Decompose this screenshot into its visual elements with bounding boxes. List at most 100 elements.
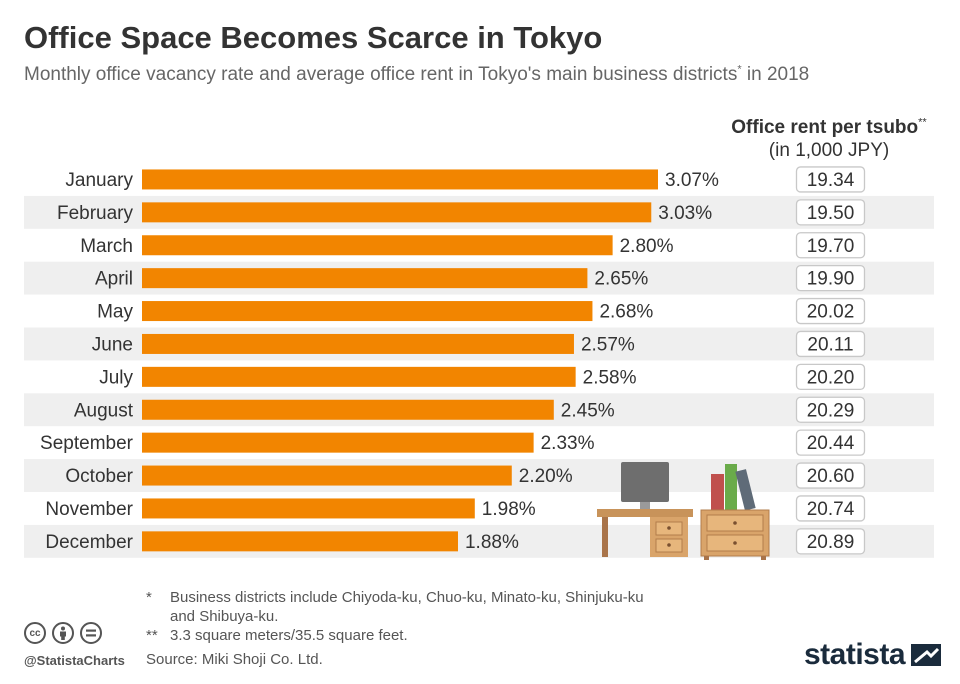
category-label: December <box>45 532 133 553</box>
rent-column-header: Office rent per tsubo** (in 1,000 JPY) <box>700 116 958 162</box>
rent-value-label: 19.50 <box>807 203 855 224</box>
category-label: September <box>40 433 134 454</box>
vacancy-value-label: 2.68% <box>599 302 653 323</box>
rent-value-box <box>795 396 866 423</box>
vacancy-value-label: 1.88% <box>465 532 519 553</box>
rent-value-label: 20.89 <box>807 532 855 553</box>
subtitle-year: in 2018 <box>741 64 810 85</box>
category-label: April <box>95 269 133 290</box>
book-icon <box>735 469 756 511</box>
rent-value-box <box>795 297 866 325</box>
rent-value-box <box>795 495 866 522</box>
monitor-icon <box>621 462 669 502</box>
vacancy-bar <box>142 202 652 223</box>
vacancy-bar <box>142 268 588 289</box>
by-icon <box>52 622 74 644</box>
vacancy-bar <box>142 301 593 322</box>
book-icon <box>711 474 724 510</box>
subtitle-text: Monthly office vacancy rate and average … <box>24 64 738 85</box>
drawer-knob <box>667 543 671 547</box>
rent-value-box <box>795 330 866 358</box>
vacancy-bar <box>142 333 574 354</box>
category-label: February <box>57 203 134 224</box>
category-label: June <box>92 334 133 355</box>
footnote-mark: ** <box>146 627 158 644</box>
rent-header-footnote-mark: ** <box>918 116 927 129</box>
chart-title: Office Space Becomes Scarce in Tokyo <box>24 20 603 55</box>
rent-value-box <box>795 166 866 193</box>
vacancy-value-label: 2.57% <box>581 334 635 355</box>
vacancy-bar <box>142 399 554 420</box>
vacancy-bar <box>142 432 534 453</box>
monitor-stand <box>640 502 650 510</box>
logo-wordmark: statista <box>804 638 906 671</box>
chart-subtitle: Monthly office vacancy rate and average … <box>24 64 809 86</box>
rent-value-label: 20.29 <box>807 400 855 421</box>
vacancy-bar <box>142 169 658 190</box>
vacancy-value-label: 2.45% <box>561 400 615 421</box>
rent-value-label: 20.60 <box>807 466 855 487</box>
rent-value-label: 19.90 <box>807 269 855 290</box>
rent-value-label: 20.02 <box>807 302 855 323</box>
rent-value-label: 20.20 <box>807 367 855 388</box>
drawer-knob <box>667 526 671 530</box>
vacancy-value-label: 2.65% <box>594 269 648 290</box>
cabinet-foot <box>704 556 709 560</box>
footnote: * Business districts include Chiyoda-ku,… <box>146 588 666 626</box>
category-label: October <box>65 466 133 487</box>
drawer-knob <box>733 541 737 545</box>
footnote-mark: * <box>146 589 152 606</box>
vacancy-value-label: 2.58% <box>583 367 637 388</box>
rent-value-label: 20.44 <box>807 433 855 454</box>
rent-value-label: 19.34 <box>807 170 855 191</box>
vacancy-bar <box>142 465 512 486</box>
rent-value-label: 19.70 <box>807 236 855 257</box>
rent-value-box <box>795 264 866 292</box>
footnote-text: 3.3 square meters/35.5 square feet. <box>170 627 408 644</box>
rent-value-label: 20.11 <box>807 334 853 355</box>
vacancy-bar <box>142 531 458 552</box>
rent-value-box <box>795 429 866 456</box>
footnotes: * Business districts include Chiyoda-ku,… <box>146 588 666 645</box>
statista-handle[interactable]: @StatistaCharts <box>24 653 125 668</box>
vacancy-value-label: 2.33% <box>541 433 595 454</box>
vacancy-value-label: 3.07% <box>665 170 719 191</box>
rent-header-title: Office rent per tsubo <box>731 117 919 138</box>
drawer-knob <box>733 521 737 525</box>
category-label: March <box>80 236 133 257</box>
vacancy-value-label: 2.20% <box>519 466 573 487</box>
desk-top <box>597 509 693 517</box>
vacancy-value-label: 1.98% <box>482 499 536 520</box>
statista-logo[interactable]: statista <box>804 638 942 672</box>
vacancy-bar <box>142 498 475 519</box>
source-text: Source: Miki Shoji Co. Ltd. <box>146 651 323 668</box>
category-label: August <box>74 400 134 421</box>
rent-value-box <box>795 363 866 391</box>
cabinet-foot <box>761 556 766 560</box>
vacancy-value-label: 3.03% <box>658 203 712 224</box>
category-label: July <box>99 367 133 388</box>
category-label: January <box>65 170 133 191</box>
category-label: May <box>97 302 133 323</box>
desk-leg <box>602 517 608 557</box>
rent-value-box <box>795 199 866 226</box>
category-label: November <box>45 499 133 520</box>
rent-value-label: 20.74 <box>807 499 855 520</box>
footnote-text: Business districts include Chiyoda-ku, C… <box>170 589 644 625</box>
rent-value-box <box>795 462 866 489</box>
rent-value-box <box>795 528 866 555</box>
rent-header-unit: (in 1,000 JPY) <box>768 140 890 161</box>
footnote: ** 3.3 square meters/35.5 square feet. <box>146 626 666 645</box>
vacancy-bar <box>142 366 576 387</box>
rent-value-box <box>795 232 866 259</box>
nd-icon <box>80 622 102 644</box>
cc-icon: cc <box>24 622 46 644</box>
office-illustration <box>597 462 770 560</box>
vacancy-value-label: 2.80% <box>620 236 674 257</box>
license-icons[interactable]: cc <box>24 622 102 644</box>
vacancy-bar <box>142 235 613 256</box>
subtitle-footnote-mark: * <box>737 63 742 76</box>
book-icon <box>725 464 737 510</box>
statista-logo-icon <box>911 644 942 666</box>
